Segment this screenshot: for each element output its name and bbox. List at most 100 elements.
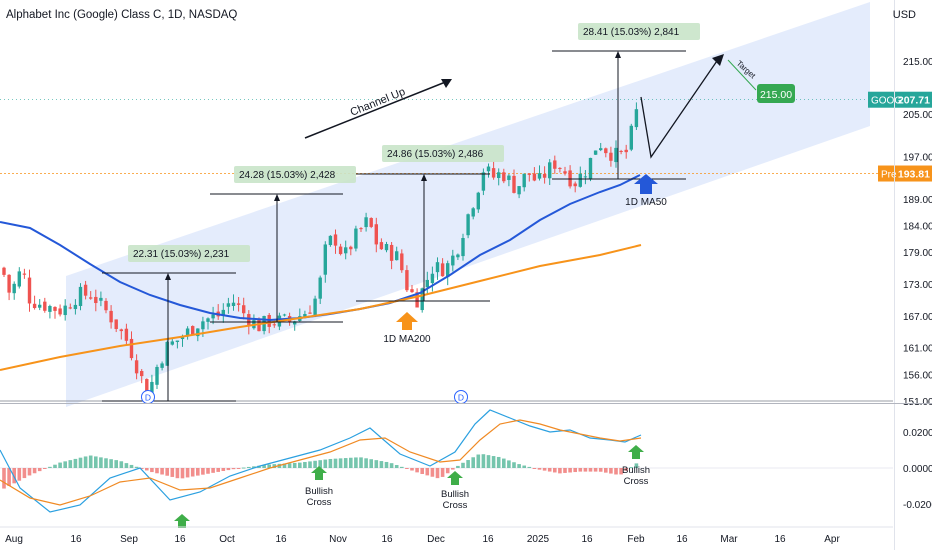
- macd-histogram-bar: [272, 464, 277, 468]
- macd-histogram-bar: [216, 468, 220, 472]
- candle-body: [38, 304, 42, 308]
- macd-histogram-bar: [456, 465, 460, 468]
- macd-histogram-bar: [568, 468, 572, 473]
- candle: [476, 191, 480, 213]
- macd-histogram-bar: [114, 460, 118, 468]
- macd-histogram-bar: [379, 461, 384, 468]
- candle: [634, 102, 639, 130]
- candle: [211, 306, 215, 325]
- candle-body: [599, 148, 603, 151]
- candle-body: [124, 328, 129, 341]
- bullish-cross-label-3b: Cross: [624, 476, 649, 487]
- bullish-cross-arrow-3: [628, 445, 644, 459]
- candle-body: [456, 254, 460, 258]
- candle: [160, 361, 164, 371]
- candle-body: [22, 273, 27, 275]
- macd-histogram-bar: [476, 454, 481, 468]
- ma200-line: [0, 244, 642, 371]
- time-axis-label: Nov: [329, 534, 347, 545]
- measure-4-label-bg: [578, 23, 700, 40]
- candle: [119, 328, 123, 340]
- candle: [333, 229, 338, 254]
- bullish-cross-arrow-2: [447, 471, 463, 485]
- candle: [435, 257, 440, 280]
- price-axis-tick: 179.00: [903, 248, 932, 259]
- candle: [522, 173, 526, 192]
- channel-up-arrowhead: [441, 79, 452, 88]
- candle-body: [446, 263, 450, 278]
- candle-body: [553, 160, 557, 169]
- price-axis-tick: 151.00: [903, 397, 932, 408]
- candle-body: [634, 109, 639, 128]
- candle-body: [140, 370, 144, 377]
- candle-body: [400, 253, 404, 271]
- macd-histogram-bar: [7, 468, 11, 486]
- macd-histogram-bar: [445, 468, 450, 474]
- macd-histogram-bar: [522, 465, 526, 468]
- candle-body: [7, 274, 11, 293]
- candle-body: [104, 300, 108, 311]
- candle-body: [175, 340, 180, 342]
- macd-histogram-bar: [349, 457, 353, 468]
- time-axis-label: Oct: [219, 534, 235, 545]
- candle: [328, 235, 333, 247]
- macd-histogram-bar: [333, 458, 338, 468]
- price-axis-tick: 189.00: [903, 195, 932, 206]
- measure-1-label: 22.31 (15.03%) 2,231: [133, 249, 230, 260]
- macd-histogram-bar: [420, 468, 424, 474]
- macd-histogram-bar: [583, 468, 588, 472]
- pane-separator[interactable]: [0, 403, 932, 404]
- macd-histogram-bar: [145, 468, 149, 471]
- candle-body: [588, 157, 593, 180]
- time-axis-label: Feb: [627, 534, 645, 545]
- macd-histogram-bar: [63, 461, 67, 468]
- macd-histogram-bar: [58, 462, 62, 468]
- candle: [53, 306, 57, 319]
- candle-body: [583, 176, 588, 178]
- macd-histogram-bar: [634, 463, 639, 468]
- macd-histogram-bar: [298, 462, 302, 468]
- candle-body: [308, 312, 312, 314]
- candle-body: [614, 147, 618, 163]
- candle: [282, 313, 287, 317]
- candle-body: [313, 298, 317, 316]
- candle-body: [354, 228, 358, 249]
- macd-histogram-bar: [354, 457, 358, 468]
- candle: [466, 213, 470, 239]
- candle: [349, 245, 353, 256]
- candle: [109, 305, 113, 329]
- candle-body: [532, 173, 537, 181]
- candle-body: [201, 321, 205, 330]
- macd-histogram-bar: [180, 468, 185, 479]
- macd-histogram-bar: [466, 460, 470, 468]
- candle: [486, 163, 491, 178]
- macd-histogram-bar: [609, 468, 613, 474]
- macd-histogram-bar: [124, 463, 129, 468]
- time-axis-label: 16: [676, 534, 688, 545]
- candle: [17, 267, 21, 289]
- target-box: [757, 84, 795, 103]
- macd-histogram-bar: [451, 468, 455, 470]
- macd-histogram-bar: [384, 461, 389, 468]
- candle: [165, 340, 169, 366]
- time-axis-label: 2025: [527, 534, 550, 545]
- bullish-cross-arrow-4: [174, 514, 190, 528]
- candle-body: [502, 172, 506, 182]
- measure-2-label: 24.28 (15.03%) 2,428: [239, 170, 336, 181]
- macd-histogram-bar: [231, 468, 236, 470]
- candle-body: [119, 329, 123, 332]
- macd-histogram-bar: [369, 459, 373, 468]
- candle-body: [191, 326, 195, 335]
- currency-label: USD: [892, 9, 916, 21]
- target-box-label: 215.00: [760, 89, 792, 101]
- macd-histogram-bar: [517, 464, 521, 468]
- candle: [308, 305, 312, 314]
- macd-histogram-bar: [99, 457, 103, 468]
- premarket-tag-label: Pre: [881, 170, 897, 181]
- measure-1-arrowhead: [165, 273, 171, 280]
- candle: [440, 258, 445, 277]
- candle: [624, 144, 628, 159]
- macd-histogram-bar: [389, 463, 394, 468]
- macd-histogram-bar: [88, 455, 93, 468]
